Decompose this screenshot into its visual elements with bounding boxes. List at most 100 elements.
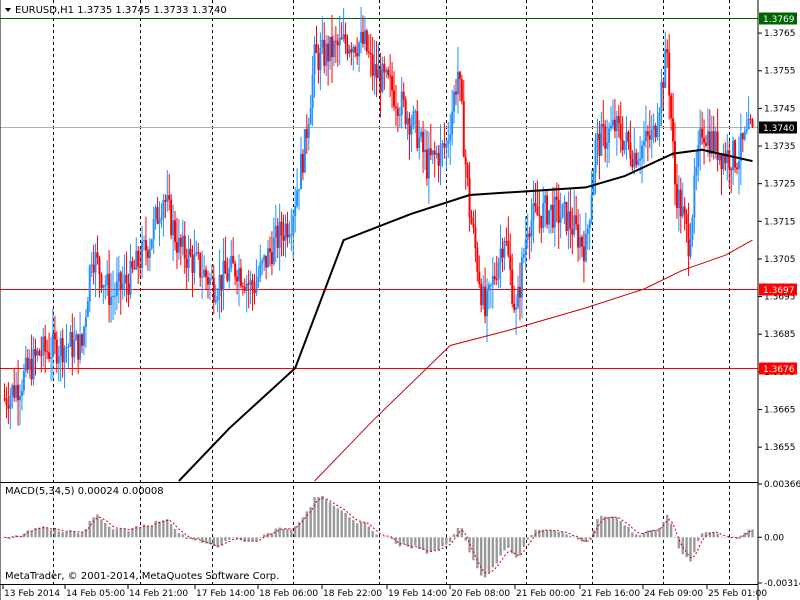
candle-body xyxy=(606,142,609,149)
macd-bar xyxy=(708,532,712,538)
candle-body xyxy=(594,139,597,174)
macd-bar xyxy=(197,537,200,540)
candle-body xyxy=(749,118,752,120)
macd-bar xyxy=(700,533,704,538)
candle-body xyxy=(55,339,58,364)
macd-bar xyxy=(487,537,491,573)
macd-bar xyxy=(181,534,184,538)
candles[interactable] xyxy=(3,6,754,430)
macd-bar xyxy=(542,529,545,538)
macd-bar xyxy=(57,531,60,538)
candle-body xyxy=(131,261,134,268)
macd-bar xyxy=(115,529,119,538)
candle-body xyxy=(177,237,180,253)
macd-bar xyxy=(158,521,161,538)
candle-body xyxy=(433,150,436,155)
candle-body xyxy=(263,255,266,261)
chart-frame xyxy=(0,0,759,600)
candle-body xyxy=(714,131,717,152)
candle-body xyxy=(549,204,552,211)
macd-bar xyxy=(96,514,99,538)
macd-bar xyxy=(270,533,274,538)
candle-body xyxy=(261,260,264,263)
candle-body xyxy=(46,351,49,353)
candle-body xyxy=(13,385,16,398)
candle-body xyxy=(92,264,95,273)
macd-bar xyxy=(681,537,684,555)
candle-body xyxy=(375,64,378,79)
candle-body xyxy=(84,317,87,328)
candle-body xyxy=(203,269,206,277)
candle-body xyxy=(379,69,382,92)
candle-body xyxy=(73,340,76,358)
candle-body xyxy=(146,250,149,258)
level-price-label: 1.3740 xyxy=(763,124,795,134)
candle-body xyxy=(270,251,273,265)
candle-body xyxy=(336,41,339,46)
candle-body xyxy=(517,286,520,308)
candle-body xyxy=(600,124,603,156)
macd-bar xyxy=(104,522,107,538)
y-tick-label: 1.3695 xyxy=(764,293,796,303)
candle-body xyxy=(582,246,585,262)
macd-tick-label: -0.00314 xyxy=(764,579,800,589)
candle-body xyxy=(623,140,626,151)
candle-body xyxy=(288,234,291,238)
candle-body xyxy=(181,235,184,247)
candle-body xyxy=(236,276,239,282)
candle-body xyxy=(635,152,638,165)
candle-body xyxy=(751,119,754,128)
macd-bar xyxy=(80,532,84,538)
candle-body xyxy=(303,129,306,173)
candle-body xyxy=(164,200,167,202)
candle-body xyxy=(639,158,642,161)
candle-body xyxy=(278,221,281,248)
candle-body xyxy=(7,404,10,409)
candle-body xyxy=(361,31,364,44)
candle-body xyxy=(561,204,564,218)
candle-body xyxy=(728,150,731,169)
candle-body xyxy=(441,143,444,145)
candle-body xyxy=(117,272,120,282)
candle-body xyxy=(664,49,667,89)
candle-body xyxy=(148,248,151,258)
macd-bar xyxy=(724,537,727,538)
candle-body xyxy=(416,111,419,149)
dropdown-arrow-icon[interactable] xyxy=(5,8,11,12)
level-price-label: 1.3769 xyxy=(763,15,795,25)
candle-body xyxy=(567,211,570,231)
y-tick-label: 1.3735 xyxy=(764,142,796,152)
candle-body xyxy=(464,156,467,165)
candle-body xyxy=(712,131,715,152)
candle-body xyxy=(119,272,122,290)
macd-bar xyxy=(398,537,402,547)
candle-body xyxy=(265,255,268,268)
candle-body xyxy=(590,195,593,221)
macd-bar xyxy=(425,537,429,554)
macd-bar xyxy=(169,524,173,538)
macd-bar xyxy=(650,529,653,538)
candle-body xyxy=(610,125,613,129)
candle-body xyxy=(507,241,510,256)
moving-average-line xyxy=(178,148,753,482)
candle-body xyxy=(247,283,250,285)
x-tick-label: 25 Feb 01:00 xyxy=(708,589,767,599)
candle-body xyxy=(586,228,589,234)
candle-body xyxy=(53,332,56,340)
macd-bar xyxy=(511,537,514,554)
candle-body xyxy=(220,274,223,291)
level-price-tag xyxy=(759,12,797,25)
candle-body xyxy=(637,160,640,165)
macd-bar xyxy=(7,537,10,539)
macd-bar xyxy=(293,526,297,538)
macd-bar xyxy=(569,535,572,538)
macd-bar xyxy=(111,529,115,538)
macd-bar xyxy=(530,534,533,538)
candle-body xyxy=(431,150,434,156)
macd-bar xyxy=(631,532,634,538)
candle-body xyxy=(191,255,194,273)
candle-body xyxy=(381,63,384,92)
candle-body xyxy=(546,195,549,225)
candle-body xyxy=(646,131,649,136)
